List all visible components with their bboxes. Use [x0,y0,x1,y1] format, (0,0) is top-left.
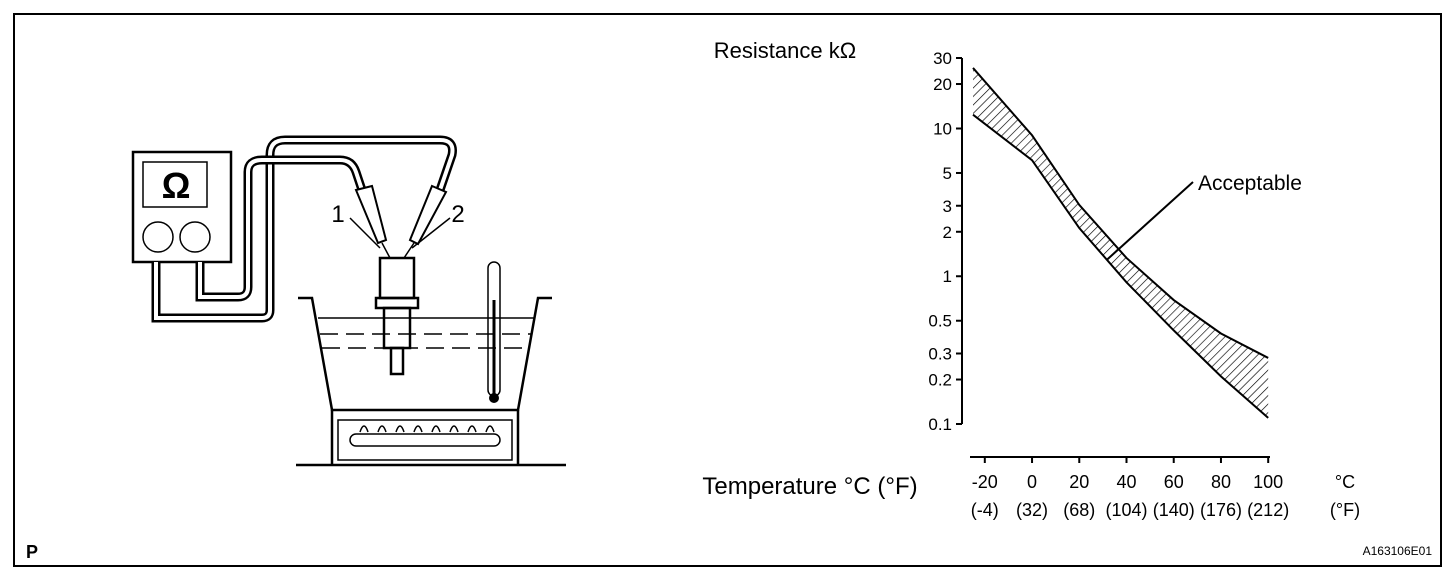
y-tick-label: 0.3 [928,345,952,364]
band-edge [972,113,1269,419]
container [298,296,552,412]
band-edge [972,67,1269,359]
x-tick-label: 20 [1069,472,1089,492]
y-tick-label: 0.5 [928,312,952,331]
ohmmeter [131,150,233,264]
y-tick-label: 3 [943,197,952,216]
y-tick-label: 0.1 [928,415,952,434]
x-axis-label: Temperature °C (°F) [702,473,917,500]
x-tick-label: 40 [1116,472,1136,492]
flames [359,425,495,433]
probe-tip [403,242,415,259]
x-alt-tick-label: (32) [1016,500,1048,520]
stove [296,410,566,467]
y-axis-label: Resistance kΩ [714,38,856,63]
lead-label: 2 [451,201,464,228]
meter-jack [179,221,211,253]
x-tick-label: 60 [1164,472,1184,492]
meter-display [142,161,208,208]
chart: Resistance kΩ Temperature °C (°F) °C (°F… [702,38,1360,520]
meter-jack [142,221,174,253]
x-tick-label: 80 [1211,472,1231,492]
figure-code: A163106E01 [1363,544,1433,558]
x-alt-tick-label: (212) [1247,500,1289,520]
y-tick-label: 1 [943,267,952,286]
x-alt-tick-label: (68) [1063,500,1095,520]
sensor-tip [389,346,405,376]
wire [198,158,364,299]
x-alt-tick-label: (176) [1200,500,1242,520]
y-tick-label: 10 [933,119,952,138]
test-setup: Ω 1 2 [131,135,566,467]
corner-letter: P [26,542,38,562]
meter-symbol: Ω [162,165,191,206]
x-unit: °C [1335,472,1355,492]
y-tick-label: 20 [933,75,952,94]
x-tick-label: -20 [972,472,998,492]
x-tick-label: 100 [1253,472,1283,492]
x-alt-tick-label: (-4) [971,500,999,520]
x-alt-unit: (°F) [1330,500,1360,520]
probe-tip [381,242,391,259]
wire [154,138,455,320]
x-alt-tick-label: (140) [1153,500,1195,520]
y-tick-label: 0.2 [928,371,952,390]
y-tick-label: 5 [943,164,952,183]
leader [349,217,381,249]
y-tick-label: 2 [943,223,952,242]
annotation-leader [1105,181,1194,261]
leader [411,217,451,249]
band-fill [973,67,1269,418]
lead-label: 1 [331,201,344,228]
y-tick-label: 30 [933,49,952,68]
burner-box [337,419,513,461]
burner [349,433,501,447]
thermometer-bulb [489,393,499,403]
x-alt-tick-label: (104) [1105,500,1147,520]
annotation: Acceptable [1198,172,1302,195]
probe [354,184,388,245]
x-tick-label: 0 [1027,472,1037,492]
